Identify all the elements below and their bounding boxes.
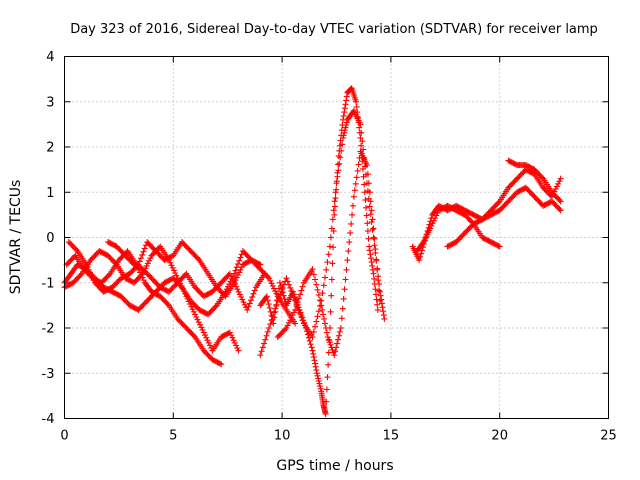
y-tick-labels: -4 -3 -2 -1 0 1 2 3 4 [42,50,55,427]
series-track-8 [274,148,384,359]
y-tick-label: 4 [46,50,54,65]
y-tick-label: -1 [42,276,55,291]
series-track-11 [444,184,564,250]
plot-frame [64,56,609,419]
x-tick-labels: 0 5 10 15 20 25 [60,429,616,444]
series-track-4 [65,239,264,300]
y-tick-label: -2 [42,322,55,337]
series-track-10 [414,202,503,255]
data-points [61,85,564,417]
series-track-12 [505,157,564,205]
x-tick-label: 15 [383,429,400,444]
y-axis-label: SDTVAR / TECUs [8,180,24,295]
y-tick-label: -3 [42,367,55,382]
x-tick-label: 0 [60,429,68,444]
x-tick-label: 25 [600,429,617,444]
y-tick-label: 3 [46,95,54,110]
y-tick-label: -4 [42,412,55,427]
x-tick-label: 5 [169,429,177,444]
x-tick-label: 20 [491,429,508,444]
y-tick-label: 0 [46,231,54,246]
series-track-5 [105,239,268,313]
y-tick-label: 2 [46,141,54,156]
x-tick-label: 10 [274,429,291,444]
y-tick-label: 1 [46,186,54,201]
chart-title: Day 323 of 2016, Sidereal Day-to-day VTE… [70,22,598,37]
series-track-1 [61,248,299,327]
x-axis-label: GPS time / hours [276,458,393,474]
